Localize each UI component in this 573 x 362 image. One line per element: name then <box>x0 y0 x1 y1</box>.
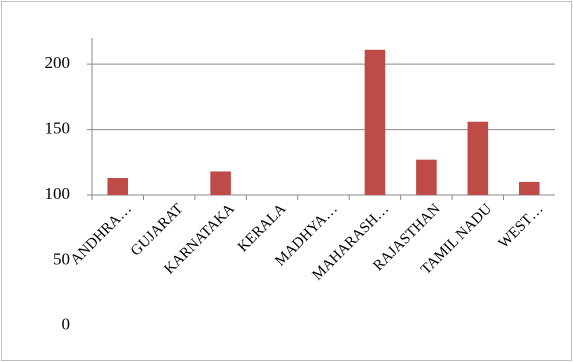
y-tick-label: 150 <box>45 118 71 137</box>
y-tick-label: 50 <box>53 249 70 268</box>
y-tick-label: 0 <box>62 315 71 334</box>
y-tick-label: 200 <box>45 53 71 72</box>
bar <box>364 49 386 196</box>
bar <box>467 121 489 195</box>
bar <box>210 171 231 195</box>
bar <box>416 159 437 195</box>
bar <box>518 181 540 195</box>
bar <box>107 177 129 195</box>
y-tick-label: 100 <box>45 184 71 203</box>
